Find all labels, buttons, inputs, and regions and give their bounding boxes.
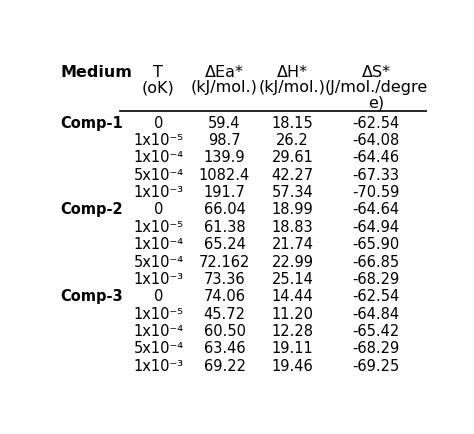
Text: 42.27: 42.27 — [272, 168, 314, 183]
Text: 1x10⁻⁴: 1x10⁻⁴ — [134, 324, 183, 339]
Text: 11.20: 11.20 — [272, 307, 313, 322]
Text: 59.4: 59.4 — [208, 115, 241, 131]
Text: e): e) — [368, 95, 384, 111]
Text: (oK): (oK) — [142, 80, 175, 95]
Text: 29.61: 29.61 — [272, 150, 313, 165]
Text: 1x10⁻⁵: 1x10⁻⁵ — [133, 307, 183, 322]
Text: 191.7: 191.7 — [204, 185, 246, 200]
Text: ΔS*: ΔS* — [362, 66, 391, 80]
Text: 21.74: 21.74 — [272, 237, 313, 252]
Text: -67.33: -67.33 — [353, 168, 400, 183]
Text: 1x10⁻³: 1x10⁻³ — [133, 272, 183, 287]
Text: 18.83: 18.83 — [272, 220, 313, 235]
Text: 1x10⁻⁴: 1x10⁻⁴ — [134, 237, 183, 252]
Text: 12.28: 12.28 — [272, 324, 313, 339]
Text: 19.11: 19.11 — [272, 342, 313, 356]
Text: 66.04: 66.04 — [204, 202, 246, 217]
Text: (kJ/mol.): (kJ/mol.) — [259, 80, 326, 95]
Text: 1x10⁻⁵: 1x10⁻⁵ — [133, 220, 183, 235]
Text: 1082.4: 1082.4 — [199, 168, 250, 183]
Text: -62.54: -62.54 — [353, 289, 400, 304]
Text: ΔEa*: ΔEa* — [205, 66, 244, 80]
Text: Comp-2: Comp-2 — [61, 202, 123, 217]
Text: ΔH*: ΔH* — [277, 66, 308, 80]
Text: 65.24: 65.24 — [204, 237, 246, 252]
Text: -64.08: -64.08 — [353, 133, 400, 148]
Text: 5x10⁻⁴: 5x10⁻⁴ — [134, 168, 183, 183]
Text: 61.38: 61.38 — [204, 220, 246, 235]
Text: (kJ/mol.): (kJ/mol.) — [191, 80, 258, 95]
Text: Comp-3: Comp-3 — [61, 289, 123, 304]
Text: 19.46: 19.46 — [272, 359, 313, 374]
Text: 74.06: 74.06 — [203, 289, 246, 304]
Text: -64.84: -64.84 — [353, 307, 400, 322]
Text: 18.15: 18.15 — [272, 115, 313, 131]
Text: 139.9: 139.9 — [204, 150, 246, 165]
Text: 0: 0 — [154, 289, 163, 304]
Text: 72.162: 72.162 — [199, 255, 250, 270]
Text: -70.59: -70.59 — [352, 185, 400, 200]
Text: 98.7: 98.7 — [208, 133, 241, 148]
Text: -69.25: -69.25 — [353, 359, 400, 374]
Text: -65.42: -65.42 — [353, 324, 400, 339]
Text: 1x10⁻⁴: 1x10⁻⁴ — [134, 150, 183, 165]
Text: 69.22: 69.22 — [203, 359, 246, 374]
Text: 25.14: 25.14 — [272, 272, 313, 287]
Text: -65.90: -65.90 — [353, 237, 400, 252]
Text: 14.44: 14.44 — [272, 289, 313, 304]
Text: 1x10⁻⁵: 1x10⁻⁵ — [133, 133, 183, 148]
Text: 45.72: 45.72 — [203, 307, 246, 322]
Text: Medium: Medium — [61, 66, 133, 80]
Text: 0: 0 — [154, 202, 163, 217]
Text: (J/mol./degre: (J/mol./degre — [325, 80, 428, 95]
Text: 22.99: 22.99 — [272, 255, 313, 270]
Text: -62.54: -62.54 — [353, 115, 400, 131]
Text: 73.36: 73.36 — [204, 272, 246, 287]
Text: 63.46: 63.46 — [204, 342, 246, 356]
Text: Comp-1: Comp-1 — [61, 115, 123, 131]
Text: -68.29: -68.29 — [353, 342, 400, 356]
Text: -66.85: -66.85 — [353, 255, 400, 270]
Text: 18.99: 18.99 — [272, 202, 313, 217]
Text: 5x10⁻⁴: 5x10⁻⁴ — [134, 342, 183, 356]
Text: 57.34: 57.34 — [272, 185, 313, 200]
Text: 5x10⁻⁴: 5x10⁻⁴ — [134, 255, 183, 270]
Text: -64.46: -64.46 — [353, 150, 400, 165]
Text: 60.50: 60.50 — [203, 324, 246, 339]
Text: 1x10⁻³: 1x10⁻³ — [133, 185, 183, 200]
Text: -64.64: -64.64 — [353, 202, 400, 217]
Text: -64.94: -64.94 — [353, 220, 400, 235]
Text: T: T — [154, 66, 164, 80]
Text: 26.2: 26.2 — [276, 133, 309, 148]
Text: -68.29: -68.29 — [353, 272, 400, 287]
Text: 0: 0 — [154, 115, 163, 131]
Text: 1x10⁻³: 1x10⁻³ — [133, 359, 183, 374]
